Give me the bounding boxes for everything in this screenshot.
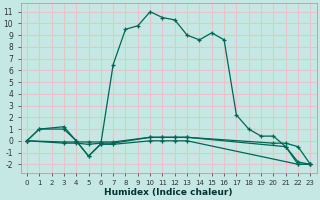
X-axis label: Humidex (Indice chaleur): Humidex (Indice chaleur) (104, 188, 233, 197)
